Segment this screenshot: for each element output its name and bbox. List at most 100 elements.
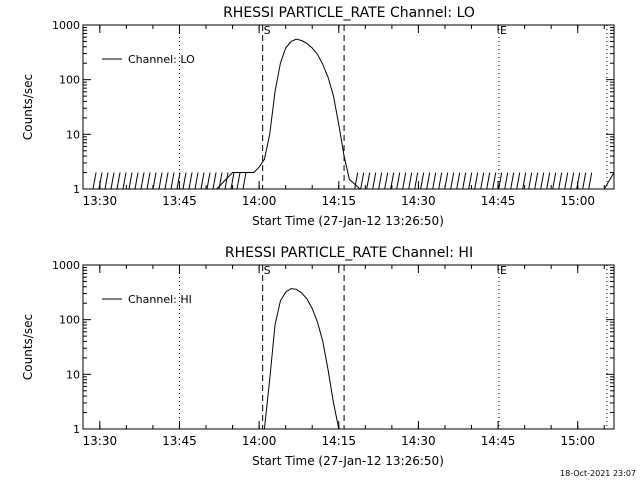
marker-label-s: S <box>264 24 271 37</box>
series-line-noise <box>98 172 103 190</box>
series-line-noise <box>480 172 485 190</box>
series-line-noise <box>414 172 419 190</box>
series-line-noise <box>540 172 545 190</box>
series-line-noise <box>182 172 187 190</box>
y-tick-label: 1000 <box>52 259 80 272</box>
series-line-noise <box>468 172 473 190</box>
x-tick-label: 14:15 <box>321 434 356 448</box>
series-line-noise <box>558 172 563 190</box>
x-tick-label: 14:45 <box>481 434 516 448</box>
series-line-noise <box>188 172 193 190</box>
series-line-noise <box>158 172 163 190</box>
panel-lo-plot-frame <box>82 24 615 190</box>
series-line-noise <box>206 172 211 190</box>
marker-label-e: E <box>500 24 507 37</box>
series-line-noise <box>534 172 539 190</box>
panel-hi-vertical-lines <box>178 265 608 429</box>
panel-lo-y-axis-label: Counts/sec <box>21 74 35 140</box>
series-line-noise <box>152 172 157 190</box>
series-line-noise <box>492 172 497 190</box>
panel-lo-x-ticks: 13:30 13:45 14:00 14:15 14:30 14:45 15:00 <box>83 25 605 208</box>
series-line-noise <box>516 172 521 190</box>
series-line-noise <box>438 172 443 190</box>
series-line-noise <box>456 172 461 190</box>
series-line-noise <box>474 172 479 190</box>
y-tick-label: 10 <box>66 128 80 141</box>
panel-hi-plot-frame <box>82 264 615 430</box>
series-line-noise <box>224 172 229 190</box>
series-line-noise <box>426 172 431 190</box>
x-tick-label: 13:45 <box>162 434 197 448</box>
x-tick-label: 14:00 <box>242 434 277 448</box>
series-line-noise <box>116 172 121 190</box>
series-line-noise <box>588 172 593 190</box>
panel-lo-y-ticks: 1000 100 10 1 <box>52 19 614 196</box>
series-line-noise <box>128 172 133 190</box>
series-line-noise <box>390 172 395 190</box>
series-line-noise <box>570 172 575 190</box>
series-line-noise <box>522 172 527 190</box>
series-line-noise <box>384 172 389 190</box>
series-line-noise <box>110 172 115 190</box>
panel-hi-series <box>263 288 340 430</box>
series-line-noise <box>164 172 169 190</box>
x-tick-label: 14:30 <box>401 434 436 448</box>
series-line-noise <box>486 172 491 190</box>
series-line-noise <box>104 172 109 190</box>
panel-hi-y-axis-label: Counts/sec <box>21 314 35 380</box>
series-line <box>263 288 340 430</box>
series-line-noise <box>576 172 581 190</box>
series-line-noise <box>564 172 569 190</box>
series-line-noise <box>372 172 377 190</box>
x-tick-label: 13:30 <box>83 434 118 448</box>
series-line-noise <box>230 172 235 190</box>
series-line-noise <box>134 172 139 190</box>
series-line-noise <box>236 172 241 190</box>
x-tick-label: 13:30 <box>83 194 118 208</box>
series-line-noise <box>552 172 557 190</box>
series-line-noise <box>200 172 205 190</box>
y-tick-label: 1 <box>73 423 80 436</box>
series-line-noise <box>408 172 413 190</box>
panel-lo-legend-label: Channel: LO <box>128 53 195 66</box>
x-tick-label: 14:30 <box>401 194 436 208</box>
series-line-noise <box>462 172 467 190</box>
series-line-noise <box>450 172 455 190</box>
panel-hi-title: RHESSI PARTICLE_RATE Channel: HI <box>225 245 473 261</box>
series-line-noise <box>194 172 199 190</box>
series-line-noise <box>402 172 407 190</box>
panel-hi-y-ticks: 1000 100 10 1 <box>52 259 614 436</box>
x-tick-label: 15:00 <box>560 194 595 208</box>
marker-label-s: S <box>264 264 271 277</box>
panel-lo-vertical-lines <box>178 25 608 189</box>
series-line-noise <box>366 172 371 190</box>
panel-lo-x-axis-label: Start Time (27-Jan-12 13:26:50) <box>252 214 444 228</box>
x-tick-label: 14:45 <box>481 194 516 208</box>
series-line-noise <box>212 172 217 190</box>
panel-lo-series <box>83 38 615 190</box>
panel-hi-legend-label: Channel: HI <box>128 293 192 306</box>
panel-hi-x-axis-label: Start Time (27-Jan-12 13:26:50) <box>252 454 444 468</box>
panel-hi-x-ticks: 13:30 13:45 14:00 14:15 14:30 14:45 15:00 <box>83 265 605 448</box>
series-line-noise <box>242 172 247 190</box>
y-tick-label: 1000 <box>52 19 80 32</box>
y-tick-label: 10 <box>66 368 80 381</box>
series-line-noise <box>354 172 359 190</box>
marker-label-e: E <box>500 264 507 277</box>
series-line-noise <box>444 172 449 190</box>
timestamp: 18-Oct-2021 23:07 <box>560 469 636 478</box>
series-line-noise <box>420 172 425 190</box>
series-line-noise <box>176 172 181 190</box>
panel-lo-title: RHESSI PARTICLE_RATE Channel: LO <box>223 5 475 21</box>
y-tick-label: 100 <box>59 314 80 327</box>
x-tick-label: 14:00 <box>242 194 277 208</box>
y-tick-label: 100 <box>59 74 80 87</box>
series-line-noise <box>396 172 401 190</box>
series-line-noise <box>528 172 533 190</box>
x-tick-label: 15:00 <box>560 434 595 448</box>
